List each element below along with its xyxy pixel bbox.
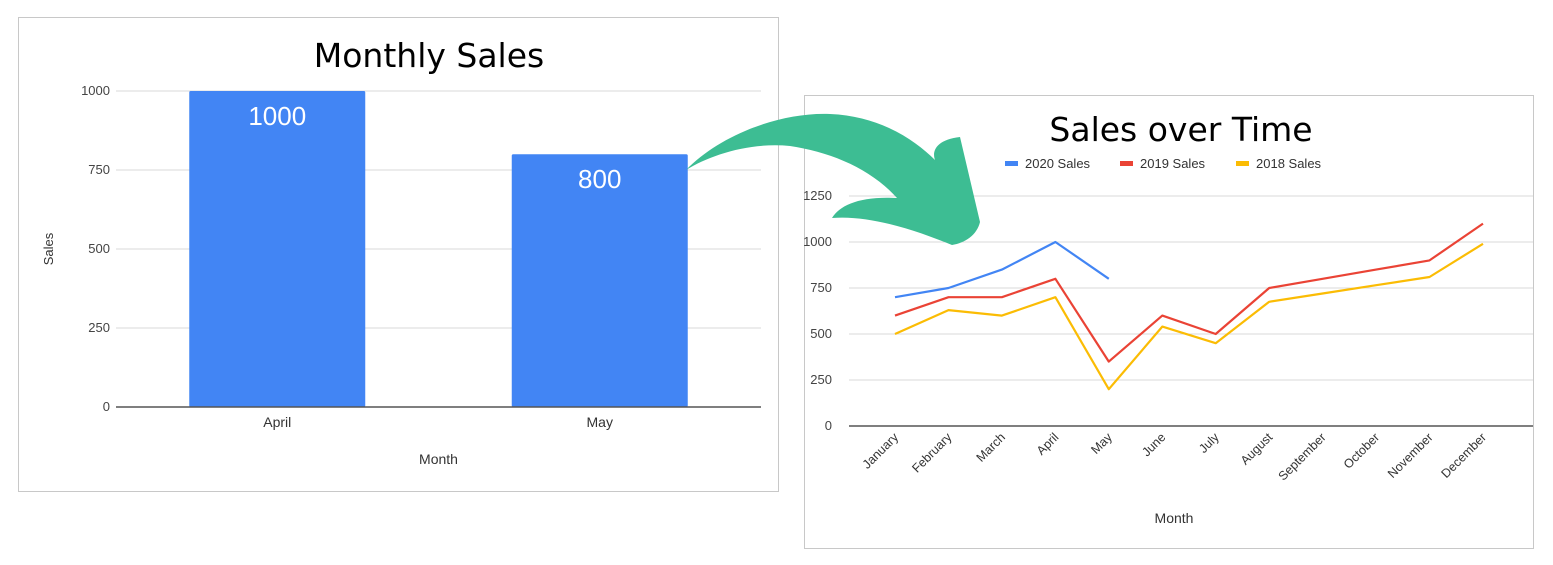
chart-title: Monthly Sales xyxy=(313,36,545,75)
chart-title: Sales over Time xyxy=(1049,110,1313,149)
x-tick-label: September xyxy=(1275,430,1328,483)
bar-april xyxy=(188,90,365,407)
y-tick-label: 1000 xyxy=(81,83,110,98)
bar-chart-plot: 0 250 500 750 1000 1000 April 800 May Month Sales xyxy=(41,83,761,467)
x-tick-label: January xyxy=(859,429,901,471)
bar-may xyxy=(511,153,688,407)
x-tick-label: April xyxy=(263,414,291,430)
y-tick-label: 500 xyxy=(810,326,832,341)
y-tick-label: 1000 xyxy=(804,234,832,249)
legend-swatch-icon xyxy=(1119,160,1133,166)
y-tick-label: 250 xyxy=(88,320,110,335)
legend-item[interactable]: 2019 Sales xyxy=(1119,156,1206,171)
x-tick-label: July xyxy=(1196,429,1222,455)
legend-label: 2018 Sales xyxy=(1256,156,1322,171)
line-chart-plot: 0 250 500 750 1000 1250 2020 Sales 2019 Sales 20… xyxy=(804,156,1533,526)
x-tick-label: December xyxy=(1438,430,1489,481)
legend-swatch-icon xyxy=(1004,160,1018,166)
y-axis-title: Sales xyxy=(41,232,56,265)
y-tick-label: 250 xyxy=(810,372,832,387)
x-tick-label: October xyxy=(1340,430,1381,471)
legend-item[interactable]: 2020 Sales xyxy=(1004,156,1091,171)
monthly-sales-chart: Monthly Sales 0 250 500 750 1000 1000 April 800… xyxy=(18,17,779,492)
y-tick-label: 500 xyxy=(88,241,110,256)
x-tick-label: May xyxy=(1088,429,1115,456)
series-line-2018 xyxy=(894,242,1484,390)
legend-item[interactable]: 2018 Sales xyxy=(1235,156,1322,171)
y-tick-label: 1250 xyxy=(804,188,832,203)
series-line-2020 xyxy=(894,240,1109,298)
y-tick-label: 750 xyxy=(88,162,110,177)
bar-data-label: 1000 xyxy=(248,101,306,131)
legend-label: 2020 Sales xyxy=(1025,156,1091,171)
x-tick-label: February xyxy=(909,429,955,475)
y-tick-label: 750 xyxy=(810,280,832,295)
legend-label: 2019 Sales xyxy=(1140,156,1206,171)
x-tick-label: May xyxy=(586,414,612,430)
x-tick-label: June xyxy=(1139,430,1168,459)
y-tick-label: 0 xyxy=(824,418,831,433)
x-tick-label: November xyxy=(1384,430,1435,481)
x-tick-label: August xyxy=(1237,429,1275,467)
x-tick-label: April xyxy=(1033,430,1061,458)
x-axis-title: Month xyxy=(1154,510,1193,526)
sales-over-time-chart: Sales over Time 0 250 500 750 1000 1250 2020 S… xyxy=(804,95,1534,549)
x-tick-label: March xyxy=(973,430,1007,464)
y-tick-label: 0 xyxy=(102,399,109,414)
x-axis-title: Month xyxy=(419,451,458,467)
series-line-2019 xyxy=(894,222,1484,363)
legend-swatch-icon xyxy=(1235,160,1249,166)
bar-data-label: 800 xyxy=(578,164,621,194)
